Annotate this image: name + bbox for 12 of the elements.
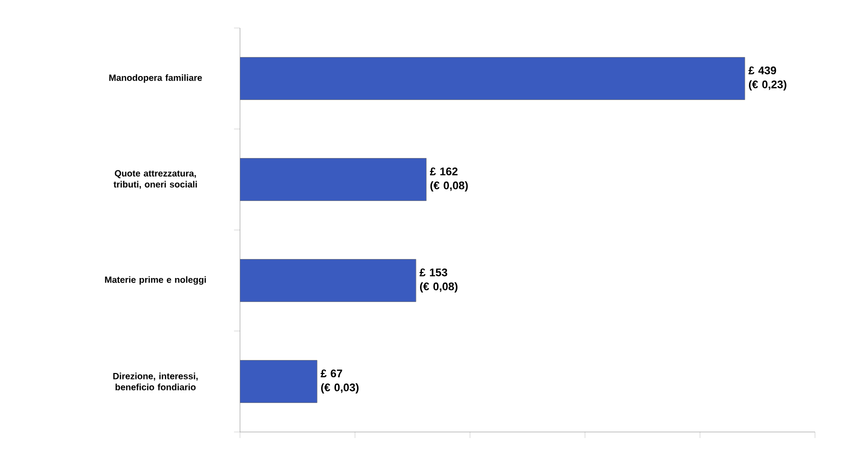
- y-tick-label: Direzione, interessi, beneficio fondiario: [113, 372, 198, 390]
- data-label: £ 153 (€ 0,08): [420, 268, 458, 292]
- data-label: £ 67 (€ 0,03): [320, 370, 359, 394]
- bar: [240, 158, 427, 201]
- data-label: £ 162 (€ 0,08): [430, 168, 468, 192]
- bar: [240, 259, 416, 302]
- y-tick-label: Quote attrezzatura, tributi, oneri sociali: [114, 170, 197, 189]
- bar: [240, 57, 746, 100]
- y-tick-label: Materie prime e noleggi: [105, 276, 206, 285]
- y-tick-label: Manodopera familiare: [109, 74, 202, 83]
- data-label: £ 439 (€ 0,23): [748, 66, 786, 90]
- bar: [240, 360, 318, 403]
